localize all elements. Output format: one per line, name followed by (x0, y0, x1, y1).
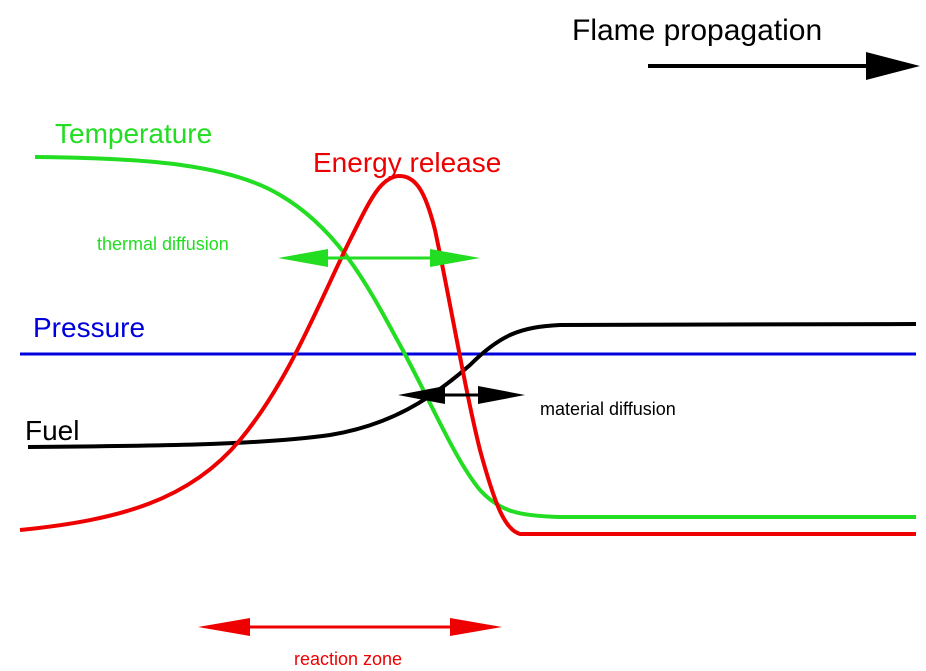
title: Flame propagation (572, 14, 822, 47)
pressure-label: Pressure (33, 312, 145, 343)
propagation-arrow-head (866, 52, 920, 80)
material-diffusion-label: material diffusion (540, 399, 676, 419)
thermal-diffusion-label: thermal diffusion (97, 234, 229, 254)
fuel-label: Fuel (25, 415, 79, 446)
thermal-diffusion-head-left (278, 249, 328, 267)
material-diffusion-head-left (398, 386, 445, 404)
reaction-zone-label: reaction zone (294, 649, 402, 669)
temperature-label: Temperature (55, 118, 212, 149)
temperature-curve (34, 155, 916, 519)
energy-release-label: Energy release (313, 147, 501, 178)
energy-release-curve (19, 173, 916, 536)
material-diffusion-head-right (478, 386, 525, 404)
reaction-zone-head-right (450, 618, 502, 636)
reaction-zone-head-left (198, 618, 250, 636)
fuel-curve (27, 322, 917, 449)
thermal-diffusion-head-right (430, 249, 480, 267)
